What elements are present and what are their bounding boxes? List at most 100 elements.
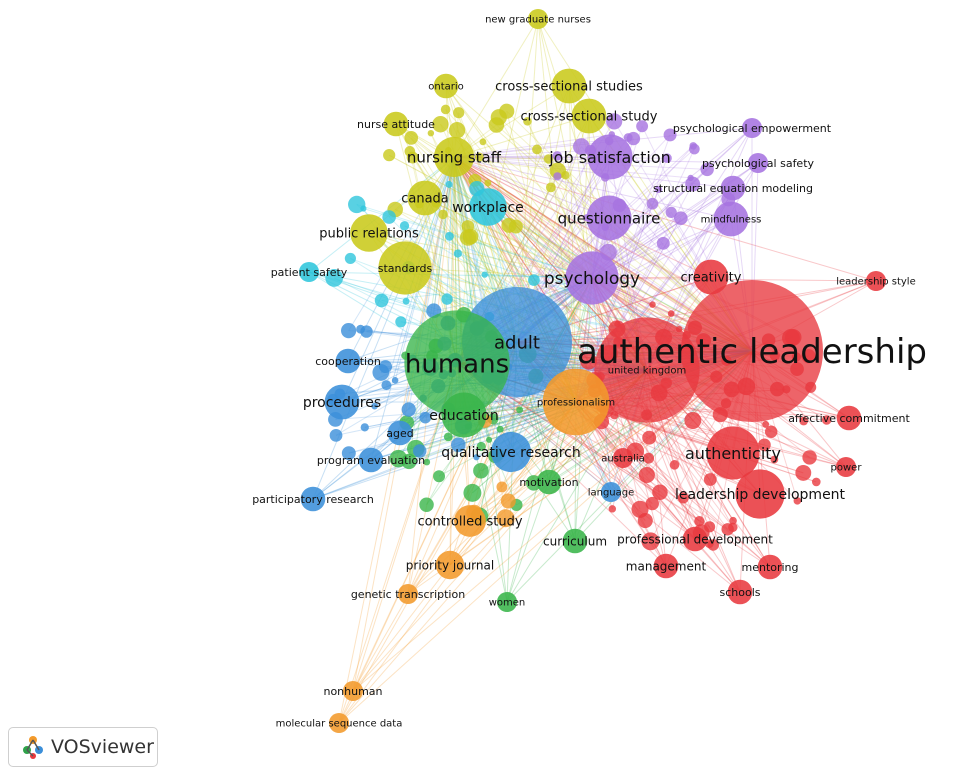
network-node-professional-development[interactable] bbox=[682, 526, 708, 552]
network-node-canada[interactable] bbox=[407, 180, 443, 216]
network-node-psychological-safety[interactable] bbox=[747, 152, 769, 174]
network-node-public-relations[interactable] bbox=[350, 214, 388, 252]
network-node-mindfulness[interactable] bbox=[713, 201, 749, 237]
node-label-molecular-sequence-data: molecular sequence data bbox=[276, 719, 403, 730]
network-node-cross-sectional-study[interactable] bbox=[571, 98, 607, 134]
network-node-workplace[interactable] bbox=[469, 188, 507, 226]
node-label-professional-development: professional development bbox=[617, 532, 773, 546]
network-node-minor bbox=[453, 107, 465, 119]
network-node-minor bbox=[382, 210, 396, 224]
network-node-minor bbox=[461, 220, 475, 233]
network-node-molecular-sequence-data[interactable] bbox=[328, 712, 350, 734]
network-node-program-evaluation[interactable] bbox=[358, 447, 384, 473]
network-node-professionalism[interactable] bbox=[542, 368, 610, 436]
network-node-minor bbox=[669, 460, 680, 470]
node-label-creativity: creativity bbox=[681, 271, 742, 286]
network-node-controlled-study[interactable] bbox=[454, 505, 486, 537]
network-node-questionnaire[interactable] bbox=[586, 195, 632, 241]
node-label-united-kingdom: united kingdom bbox=[608, 366, 687, 377]
network-node-minor bbox=[473, 454, 480, 461]
network-node-affective-commitment[interactable] bbox=[836, 405, 862, 431]
network-node-psychology[interactable] bbox=[565, 251, 619, 305]
network-node-minor bbox=[561, 170, 570, 180]
network-node-women[interactable] bbox=[496, 591, 518, 613]
network-node-united-kingdom[interactable] bbox=[594, 317, 700, 423]
network-node-minor bbox=[608, 505, 617, 513]
node-label-patient-safety: patient safety bbox=[271, 266, 348, 279]
network-node-management[interactable] bbox=[653, 553, 679, 579]
network-node-participatory-research[interactable] bbox=[300, 486, 326, 512]
network-node-minor bbox=[654, 185, 663, 194]
network-node-minor bbox=[638, 466, 655, 484]
network-node-minor bbox=[758, 438, 771, 452]
node-label-workplace: workplace bbox=[452, 200, 524, 216]
network-node-minor bbox=[401, 402, 416, 417]
node-label-schools: schools bbox=[720, 586, 761, 599]
node-label-public-relations: public relations bbox=[319, 227, 419, 242]
network-node-minor bbox=[490, 109, 507, 126]
node-label-program-evaluation: program evaluation bbox=[317, 454, 425, 467]
network-node-power[interactable] bbox=[835, 456, 857, 478]
network-node-minor bbox=[793, 497, 802, 505]
network-node-nurse-attitude[interactable] bbox=[383, 111, 409, 137]
network-node-mentoring[interactable] bbox=[757, 554, 783, 580]
network-node-minor bbox=[496, 425, 504, 433]
network-node-minor bbox=[360, 423, 369, 432]
network-node-cross-sectional-studies[interactable] bbox=[551, 68, 587, 104]
network-node-standards[interactable] bbox=[378, 241, 432, 295]
network-node-minor bbox=[649, 301, 656, 308]
network-node-minor bbox=[662, 153, 672, 164]
network-nodes[interactable] bbox=[298, 8, 887, 734]
node-label-job-satisfaction: job satisfaction bbox=[548, 148, 671, 167]
network-node-language[interactable] bbox=[600, 481, 622, 503]
network-node-authenticity[interactable] bbox=[706, 426, 760, 480]
network-node-minor bbox=[496, 481, 508, 493]
network-node-qualitative-research[interactable] bbox=[490, 431, 532, 473]
network-node-ontario[interactable] bbox=[433, 73, 459, 99]
network-node-minor bbox=[427, 129, 435, 137]
network-node-authentic-leadership[interactable] bbox=[681, 280, 823, 422]
node-label-mentoring: mentoring bbox=[741, 561, 798, 574]
network-node-aged[interactable] bbox=[387, 420, 413, 446]
network-node-humans[interactable] bbox=[404, 310, 510, 416]
node-label-ontario: ontario bbox=[428, 82, 464, 93]
network-node-schools[interactable] bbox=[727, 579, 753, 605]
network-node-minor bbox=[543, 154, 554, 164]
network-node-minor bbox=[443, 432, 453, 442]
node-label-australia: australia bbox=[601, 454, 645, 465]
network-node-job-satisfaction[interactable] bbox=[587, 134, 633, 180]
node-label-affective-commitment: affective commitment bbox=[788, 412, 910, 425]
node-label-nursing-staff: nursing staff bbox=[407, 148, 502, 166]
network-node-minor bbox=[453, 249, 462, 258]
network-node-minor bbox=[496, 509, 515, 528]
network-node-minor bbox=[440, 104, 451, 115]
node-label-language: language bbox=[588, 488, 635, 499]
network-node-cooperation[interactable] bbox=[335, 348, 361, 374]
network-node-education[interactable] bbox=[441, 392, 487, 438]
network-node-procedures[interactable] bbox=[324, 384, 360, 420]
vosviewer-badge[interactable]: VOSviewer bbox=[8, 727, 158, 767]
network-node-genetic-transcription[interactable] bbox=[397, 583, 419, 605]
network-node-priority-journal[interactable] bbox=[435, 550, 465, 580]
network-node-minor bbox=[685, 176, 701, 192]
network-node-motivation[interactable] bbox=[536, 469, 562, 495]
network-node-leadership-style[interactable] bbox=[865, 270, 887, 292]
node-label-leadership-style: leadership style bbox=[836, 277, 916, 288]
network-node-new-graduate-nurses[interactable] bbox=[527, 8, 549, 30]
node-label-management: management bbox=[626, 559, 707, 573]
node-label-adult: adult bbox=[494, 332, 540, 353]
node-label-women: women bbox=[489, 598, 526, 609]
network-node-nonhuman[interactable] bbox=[342, 680, 364, 702]
network-node-curriculum[interactable] bbox=[562, 528, 588, 554]
network-node-structural-equation-modeling[interactable] bbox=[720, 175, 746, 201]
network-node-patient-safety[interactable] bbox=[298, 261, 320, 283]
network-node-leadership-development[interactable] bbox=[735, 469, 785, 519]
network-node-minor bbox=[728, 522, 738, 533]
network-node-nursing-staff[interactable] bbox=[433, 136, 475, 178]
network-node-minor bbox=[485, 436, 493, 443]
network-node-australia[interactable] bbox=[612, 447, 634, 469]
network-node-creativity[interactable] bbox=[693, 259, 729, 295]
network-node-minor bbox=[631, 500, 649, 518]
network-node-psychological-empowerment[interactable] bbox=[741, 117, 763, 139]
